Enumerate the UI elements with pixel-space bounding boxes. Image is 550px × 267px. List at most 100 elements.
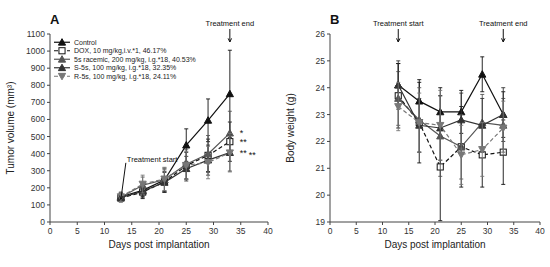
annotation: ** xyxy=(249,150,257,160)
y-tick-label: 600 xyxy=(31,114,45,124)
x-tick-label: 0 xyxy=(48,226,53,236)
series xyxy=(395,57,507,138)
x-tick xyxy=(104,222,105,225)
series xyxy=(117,134,233,202)
legend-marker xyxy=(58,39,65,45)
data-point xyxy=(479,71,486,77)
y-tick xyxy=(47,85,50,86)
series xyxy=(117,134,233,202)
series xyxy=(395,72,507,179)
y-tick xyxy=(47,51,50,52)
series-line xyxy=(121,153,230,197)
y-tick xyxy=(47,102,50,103)
data-point xyxy=(139,181,146,187)
x-tick xyxy=(268,222,269,225)
y-tick-label: 21 xyxy=(316,163,326,173)
x-tick xyxy=(435,222,436,225)
data-point xyxy=(416,120,423,126)
y-tick-label: 900 xyxy=(31,63,45,73)
x-tick-label: 0 xyxy=(328,226,333,236)
annotation-arrow-group: Treatment start xyxy=(373,19,424,42)
y-tick-label: 20 xyxy=(316,190,326,200)
panel: 0100200300400500600700800900100011000510… xyxy=(5,12,273,250)
series-line xyxy=(398,85,503,128)
x-tick-label: 35 xyxy=(236,226,246,236)
figure: 0100200300400500600700800900100011000510… xyxy=(0,0,550,267)
y-axis-line xyxy=(330,34,331,222)
x-axis-label: Days post implantation xyxy=(108,239,209,250)
data-point xyxy=(437,122,444,128)
y-tick-label: 19 xyxy=(316,217,326,227)
y-tick-label: 700 xyxy=(31,97,45,107)
series-line xyxy=(398,74,503,114)
data-point xyxy=(161,177,168,183)
series-line xyxy=(121,153,230,198)
annotation: Treatment start xyxy=(373,19,424,28)
annotation-arrow-group: Treatment start xyxy=(120,155,179,200)
legend-label: 5s racemic, 200 mg/kg, i.g.*18, 40.53% xyxy=(74,56,196,64)
annotation: ** xyxy=(240,148,248,158)
x-tick-label: 25 xyxy=(457,226,467,236)
series xyxy=(395,64,506,221)
y-tick xyxy=(47,34,50,35)
data-point xyxy=(500,125,507,131)
panel: 19202122232425260510152025303540Days pos… xyxy=(285,12,545,250)
y-tick xyxy=(327,168,330,169)
annotation-arrow xyxy=(120,163,126,200)
data-point xyxy=(458,116,465,122)
y-tick xyxy=(327,60,330,61)
x-tick xyxy=(356,222,357,225)
series-line xyxy=(121,133,230,197)
y-axis-label: Body weight (g) xyxy=(285,93,296,162)
annotation: Treatment end xyxy=(479,19,528,28)
y-tick-label: 24 xyxy=(316,83,326,93)
data-point xyxy=(204,160,211,166)
y-tick xyxy=(327,195,330,196)
annotation-arrow-group: Treatment end xyxy=(479,19,528,42)
legend-marker xyxy=(59,48,65,54)
x-tick-label: 40 xyxy=(263,226,273,236)
x-tick-label: 30 xyxy=(483,226,493,236)
legend-marker xyxy=(58,73,65,79)
legend-label: R-5s, 100 mg/kg, i.g.*18, 24.11% xyxy=(74,73,176,81)
y-tick xyxy=(47,136,50,137)
legend-label: Control xyxy=(74,39,97,46)
x-tick xyxy=(513,222,514,225)
x-tick xyxy=(240,222,241,225)
legend-label: DOX, 10 mg/kg,i.v.*1, 46.17% xyxy=(74,47,166,55)
data-point xyxy=(226,90,233,96)
data-point xyxy=(226,150,233,156)
y-tick-label: 100 xyxy=(31,200,45,210)
title: A xyxy=(50,12,60,27)
x-tick-label: 35 xyxy=(509,226,519,236)
series xyxy=(395,61,507,160)
x-tick xyxy=(382,222,383,225)
data-point xyxy=(458,152,465,158)
series-line xyxy=(121,142,230,198)
plot-area xyxy=(395,57,507,221)
y-tick xyxy=(47,170,50,171)
y-tick-label: 200 xyxy=(31,183,45,193)
y-tick xyxy=(327,87,330,88)
series-line xyxy=(121,94,230,197)
series-line xyxy=(398,96,503,167)
y-tick xyxy=(327,141,330,142)
x-tick-label: 5 xyxy=(75,226,80,236)
y-tick xyxy=(327,114,330,115)
data-point xyxy=(395,104,402,110)
x-tick-label: 40 xyxy=(535,226,545,236)
x-tick-label: 5 xyxy=(354,226,359,236)
x-tick xyxy=(408,222,409,225)
annotation-arrow xyxy=(228,29,231,42)
data-point xyxy=(161,176,168,182)
data-point xyxy=(183,141,190,147)
x-tick-label: 20 xyxy=(430,226,440,236)
annotation: ** xyxy=(240,137,248,147)
y-tick xyxy=(47,187,50,188)
legend: ControlDOX, 10 mg/kg,i.v.*1, 46.17%5s ra… xyxy=(54,39,196,81)
data-point xyxy=(204,117,211,123)
data-point xyxy=(479,147,486,153)
x-tick xyxy=(50,222,51,225)
x-tick-label: 30 xyxy=(209,226,219,236)
x-tick xyxy=(461,222,462,225)
